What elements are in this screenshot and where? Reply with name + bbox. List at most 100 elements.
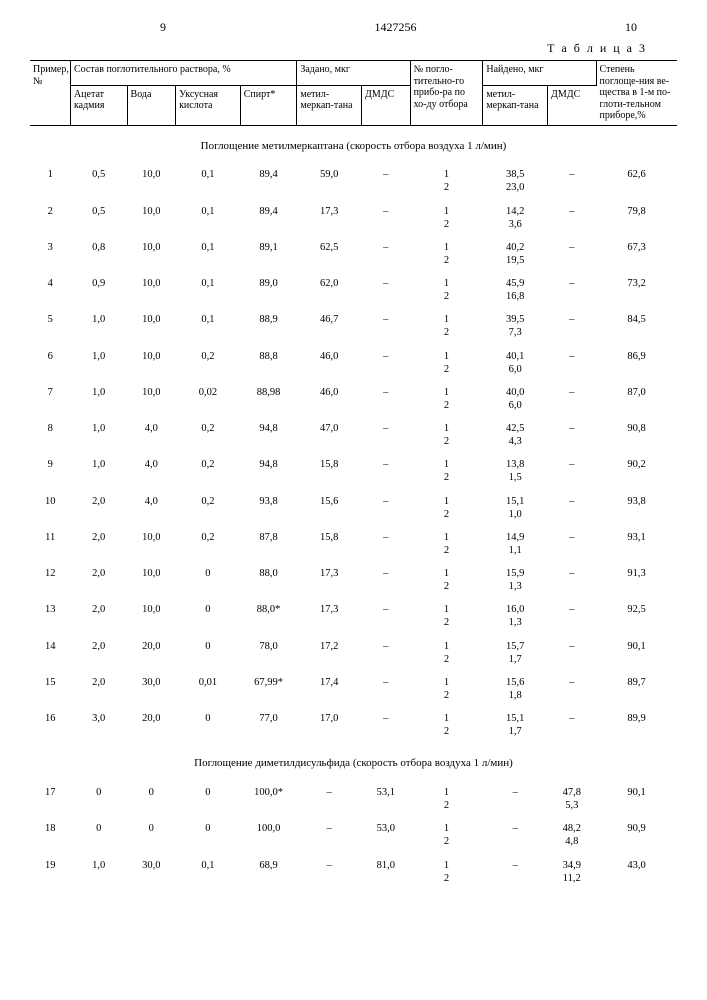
cell-found-dmds: – xyxy=(548,526,597,562)
cell-n: 6 xyxy=(30,345,70,381)
cell-pribor: 12 xyxy=(410,817,483,853)
cell-spirt: 68,9 xyxy=(240,854,297,890)
cell-found-dmds: – xyxy=(548,381,597,417)
cell-acetat: 3,0 xyxy=(70,707,127,743)
cell-dmds: – xyxy=(362,200,411,236)
cell-voda: 0 xyxy=(127,817,176,853)
cell-spirt: 88,98 xyxy=(240,381,297,417)
table-row: 142,020,0078,017,2–1215,71,7–90,1 xyxy=(30,635,677,671)
cell-uksus: 0,1 xyxy=(176,272,241,308)
cell-mm: 59,0 xyxy=(297,163,362,199)
cell-pribor: 12 xyxy=(410,417,483,453)
cell-found-mm: – xyxy=(483,817,548,853)
cell-uksus: 0 xyxy=(176,635,241,671)
cell-deg: 89,7 xyxy=(596,671,677,707)
cell-found-dmds: – xyxy=(548,635,597,671)
cell-mm: 15,8 xyxy=(297,453,362,489)
cell-voda: 10,0 xyxy=(127,562,176,598)
col-stepen: Степень поглоще-ния ве-щества в 1-м по-г… xyxy=(596,61,677,126)
cell-spirt: 89,1 xyxy=(240,236,297,272)
cell-dmds: 53,1 xyxy=(362,781,411,817)
col-dmds: ДМДС xyxy=(362,85,411,125)
col-acetat: Ацетат кадмия xyxy=(70,85,127,125)
cell-acetat: 0,5 xyxy=(70,200,127,236)
table-row: 61,010,00,288,846,0–1240,16,0–86,9 xyxy=(30,345,677,381)
cell-deg: 93,8 xyxy=(596,490,677,526)
cell-dmds: – xyxy=(362,453,411,489)
cell-uksus: 0 xyxy=(176,707,241,743)
cell-voda: 10,0 xyxy=(127,308,176,344)
cell-found-mm: – xyxy=(483,854,548,890)
cell-spirt: 88,9 xyxy=(240,308,297,344)
cell-dmds: – xyxy=(362,236,411,272)
cell-mm: – xyxy=(297,781,362,817)
cell-acetat: 0,8 xyxy=(70,236,127,272)
cell-acetat: 1,0 xyxy=(70,453,127,489)
col-sostav: Состав поглотительного раствора, % xyxy=(70,61,296,86)
cell-pribor: 12 xyxy=(410,781,483,817)
cell-n: 7 xyxy=(30,381,70,417)
cell-uksus: 0 xyxy=(176,781,241,817)
cell-acetat: 1,0 xyxy=(70,381,127,417)
cell-spirt: 94,8 xyxy=(240,453,297,489)
cell-mm: 62,0 xyxy=(297,272,362,308)
cell-found-dmds: – xyxy=(548,308,597,344)
cell-deg: 62,6 xyxy=(596,163,677,199)
cell-mm: 17,3 xyxy=(297,200,362,236)
cell-acetat: 2,0 xyxy=(70,635,127,671)
col-pribor: № погло-тительно-го прибо-ра по хо-ду от… xyxy=(410,61,483,126)
cell-mm: 47,0 xyxy=(297,417,362,453)
cell-pribor: 12 xyxy=(410,308,483,344)
cell-mm: 46,0 xyxy=(297,381,362,417)
cell-voda: 10,0 xyxy=(127,272,176,308)
cell-found-dmds: – xyxy=(548,598,597,634)
cell-mm: 46,0 xyxy=(297,345,362,381)
cell-acetat: 2,0 xyxy=(70,562,127,598)
cell-n: 5 xyxy=(30,308,70,344)
cell-spirt: 89,4 xyxy=(240,200,297,236)
cell-dmds: – xyxy=(362,345,411,381)
doc-number: 1427256 xyxy=(375,20,417,35)
cell-voda: 4,0 xyxy=(127,453,176,489)
table-row: 163,020,0077,017,0–1215,11,7–89,9 xyxy=(30,707,677,743)
cell-uksus: 0,2 xyxy=(176,490,241,526)
cell-found-dmds: 34,911,2 xyxy=(548,854,597,890)
cell-found-mm: 14,23,6 xyxy=(483,200,548,236)
cell-found-mm: 38,523,0 xyxy=(483,163,548,199)
col-mm: метил-меркап-тана xyxy=(297,85,362,125)
cell-dmds: – xyxy=(362,635,411,671)
cell-mm: – xyxy=(297,854,362,890)
cell-n: 9 xyxy=(30,453,70,489)
cell-found-mm: 15,11,7 xyxy=(483,707,548,743)
cell-voda: 10,0 xyxy=(127,381,176,417)
cell-pribor: 12 xyxy=(410,707,483,743)
cell-acetat: 2,0 xyxy=(70,490,127,526)
cell-uksus: 0,02 xyxy=(176,381,241,417)
cell-acetat: 1,0 xyxy=(70,308,127,344)
col-primer: Пример, № xyxy=(30,61,70,126)
cell-uksus: 0 xyxy=(176,817,241,853)
cell-mm: 15,8 xyxy=(297,526,362,562)
table-row: 132,010,0088,0*17,3–1216,01,3–92,5 xyxy=(30,598,677,634)
col-found-dmds: ДМДС xyxy=(548,85,597,125)
table-head: Пример, № Состав поглотительного раствор… xyxy=(30,61,677,126)
table-row: 71,010,00,0288,9846,0–1240,06,0–87,0 xyxy=(30,381,677,417)
col-found-mm: метил-меркап-тана xyxy=(483,85,548,125)
cell-acetat: 2,0 xyxy=(70,671,127,707)
cell-n: 14 xyxy=(30,635,70,671)
cell-found-dmds: – xyxy=(548,562,597,598)
cell-found-dmds: 48,24,8 xyxy=(548,817,597,853)
cell-acetat: 2,0 xyxy=(70,598,127,634)
cell-dmds: – xyxy=(362,308,411,344)
cell-deg: 67,3 xyxy=(596,236,677,272)
cell-acetat: 0 xyxy=(70,781,127,817)
page-header: 9 1427256 10 xyxy=(30,20,677,35)
page-num-right: 10 xyxy=(625,20,637,35)
cell-found-mm: 45,916,8 xyxy=(483,272,548,308)
cell-dmds: – xyxy=(362,526,411,562)
cell-mm: 46,7 xyxy=(297,308,362,344)
cell-n: 17 xyxy=(30,781,70,817)
cell-dmds: – xyxy=(362,272,411,308)
table-row: 40,910,00,189,062,0–1245,916,8–73,2 xyxy=(30,272,677,308)
section-heading: Поглощение метилмеркаптана (скорость отб… xyxy=(30,125,677,163)
